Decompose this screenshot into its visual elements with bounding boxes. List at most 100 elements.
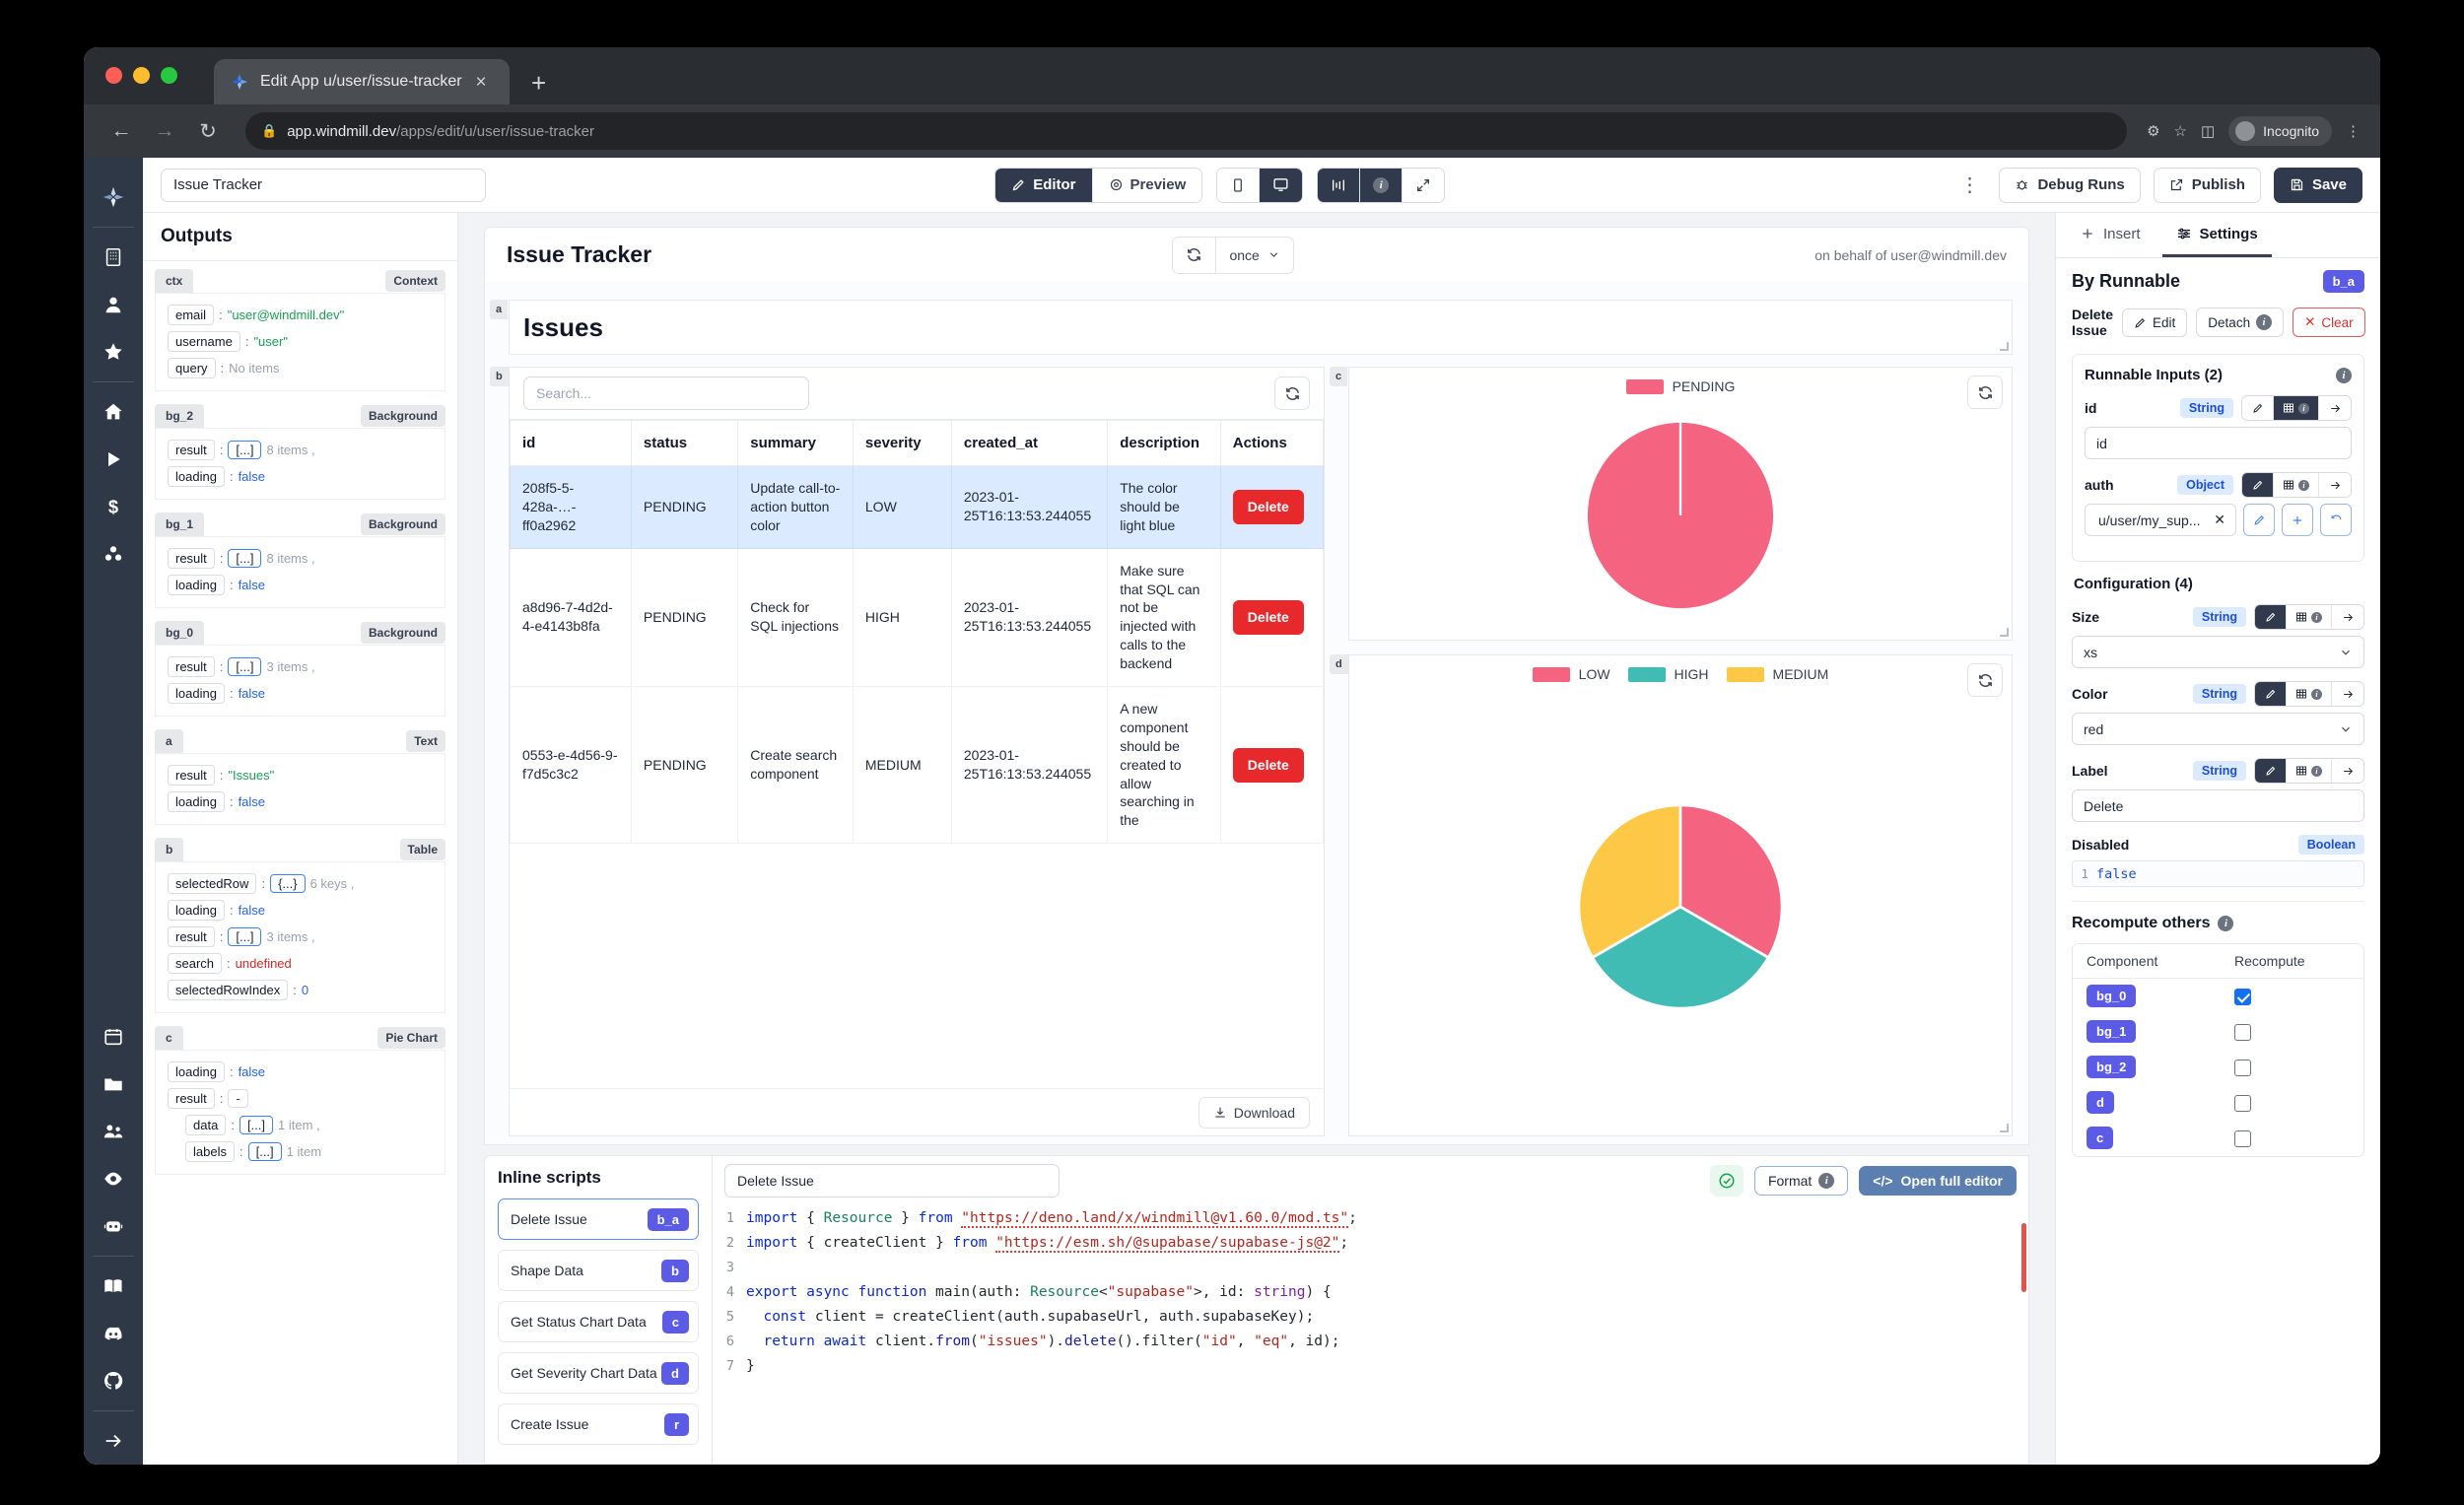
column-header-status[interactable]: status xyxy=(630,420,739,466)
component-id-tag[interactable]: b xyxy=(490,367,509,386)
mode-connect-button[interactable]: i xyxy=(2274,396,2319,420)
column-header-id[interactable]: id xyxy=(510,420,632,466)
browser-tab[interactable]: Edit App u/user/issue-tracker × xyxy=(214,59,510,104)
column-header-created-at[interactable]: created_at xyxy=(950,420,1109,466)
refresh-resource-button[interactable] xyxy=(2320,504,2352,536)
table-scroll[interactable]: id status summary severity created_at de… xyxy=(510,419,1324,1088)
mode-static-button[interactable] xyxy=(2242,473,2274,497)
recompute-checkbox[interactable] xyxy=(2234,1129,2251,1147)
column-header-severity[interactable]: severity xyxy=(852,420,952,466)
tab-editor[interactable]: Editor xyxy=(995,168,1093,202)
mode-connect-button[interactable]: i xyxy=(2287,759,2332,783)
expand-chip[interactable]: [...] xyxy=(228,927,262,946)
workspace-icon[interactable] xyxy=(84,234,143,281)
forward-icon[interactable]: → xyxy=(154,119,175,142)
reload-icon[interactable]: ↻ xyxy=(199,119,217,143)
search-input[interactable]: Search... xyxy=(523,376,809,410)
component-status-pie-chart[interactable]: c PENDING xyxy=(1330,367,2013,641)
recompute-checkbox[interactable] xyxy=(2234,1094,2251,1112)
script-name-input[interactable]: Delete Issue xyxy=(724,1164,1060,1197)
refresh-all-button[interactable] xyxy=(1173,237,1217,273)
windmill-logo-icon[interactable] xyxy=(84,173,143,221)
settings-body[interactable]: By Runnable b_a Delete Issue Edit xyxy=(2056,258,2380,1465)
resources-icon[interactable] xyxy=(84,530,143,578)
mode-static-button[interactable] xyxy=(2255,759,2287,783)
mode-connect-button[interactable]: i xyxy=(2274,473,2319,497)
config-value-label[interactable]: Delete xyxy=(2072,789,2364,822)
detach-runnable-button[interactable]: Detach i xyxy=(2196,308,2285,337)
script-item-get-severity-chart-data[interactable]: Get Severity Chart Data d xyxy=(498,1352,699,1394)
column-header-summary[interactable]: summary xyxy=(737,420,854,466)
delete-row-button[interactable]: Delete xyxy=(1232,489,1304,524)
script-item-create-issue[interactable]: Create Issue r xyxy=(498,1403,699,1445)
add-resource-button[interactable] xyxy=(2282,504,2313,536)
user-icon[interactable] xyxy=(84,281,143,328)
download-button[interactable]: Download xyxy=(1198,1096,1310,1129)
debug-runs-button[interactable]: Debug Runs xyxy=(1999,167,2141,203)
column-header-actions[interactable]: Actions xyxy=(1219,420,1324,466)
mode-goto-button[interactable] xyxy=(2332,605,2363,629)
runs-play-icon[interactable] xyxy=(84,436,143,483)
config-value-disabled[interactable]: 1 false xyxy=(2072,860,2364,887)
mode-connect-button[interactable]: i xyxy=(2287,605,2332,629)
expand-chip[interactable]: [...] xyxy=(239,1116,273,1134)
table-row[interactable]: 208f5-5-428a-…-ff0a2962 PENDING Update c… xyxy=(510,465,1324,549)
address-bar[interactable]: 🔒 app.windmill.dev/apps/edit/u/user/issu… xyxy=(245,112,2128,150)
edit-runnable-button[interactable]: Edit xyxy=(2122,308,2188,337)
component-id-tag[interactable]: a xyxy=(490,300,509,319)
format-button[interactable]: Format i xyxy=(1753,1166,1849,1196)
mode-static-button[interactable] xyxy=(2242,396,2274,420)
delete-row-button[interactable]: Delete xyxy=(1232,747,1304,783)
audit-eye-icon[interactable] xyxy=(84,1155,143,1202)
more-options-icon[interactable]: ⋮ xyxy=(1959,174,1981,196)
resize-handle[interactable] xyxy=(2000,628,2009,637)
side-panel-icon[interactable]: ◫ xyxy=(2200,123,2216,140)
home-icon[interactable] xyxy=(84,388,143,436)
chart-refresh-button[interactable] xyxy=(1967,663,2003,697)
tab-preview[interactable]: Preview xyxy=(1092,168,1202,202)
tab-settings[interactable]: Settings xyxy=(2161,213,2272,257)
mode-goto-button[interactable] xyxy=(2332,759,2363,783)
close-window-button[interactable] xyxy=(105,67,122,84)
groups-icon[interactable] xyxy=(84,1108,143,1155)
output-group-id[interactable]: a xyxy=(155,729,183,753)
discord-icon[interactable] xyxy=(84,1310,143,1357)
script-item-get-status-chart-data[interactable]: Get Status Chart Data c xyxy=(498,1301,699,1342)
viewport-desktop-button[interactable] xyxy=(1260,168,1303,202)
schedules-calendar-icon[interactable] xyxy=(84,1013,143,1060)
chart-refresh-button[interactable] xyxy=(1967,376,2003,409)
code-area[interactable]: 1 import { Resource } from "https://deno.… xyxy=(713,1205,2028,1464)
table-refresh-button[interactable] xyxy=(1274,376,1310,410)
expand-chip[interactable]: [...] xyxy=(247,1142,282,1161)
component-table[interactable]: b Search... xyxy=(490,367,1325,1136)
refresh-mode-select[interactable]: once xyxy=(1216,238,1292,273)
toggle-outputs-button[interactable] xyxy=(1318,168,1361,202)
config-value-color[interactable]: red xyxy=(2072,713,2364,745)
tab-insert[interactable]: Insert xyxy=(2066,213,2155,257)
input-value-auth[interactable]: u/user/my_sup... ✕ xyxy=(2085,504,2236,536)
mode-static-button[interactable] xyxy=(2255,605,2287,629)
legend-item[interactable]: LOW xyxy=(1532,666,1610,682)
save-button[interactable]: Save xyxy=(2273,167,2362,203)
clear-resource-icon[interactable]: ✕ xyxy=(2214,512,2225,527)
recompute-checkbox[interactable] xyxy=(2234,988,2251,1005)
docs-book-icon[interactable] xyxy=(84,1263,143,1310)
recompute-row[interactable]: c xyxy=(2073,1121,2363,1156)
recompute-row[interactable]: bg_2 xyxy=(2073,1050,2363,1085)
fullscreen-button[interactable] xyxy=(1403,168,1445,202)
delete-row-button[interactable]: Delete xyxy=(1232,599,1304,635)
config-value-size[interactable]: xs xyxy=(2072,636,2364,668)
recompute-row[interactable]: d xyxy=(2073,1085,2363,1121)
mode-static-button[interactable] xyxy=(2255,682,2287,706)
mode-connect-button[interactable]: i xyxy=(2287,682,2332,706)
output-group-id[interactable]: c xyxy=(155,1026,183,1050)
clear-runnable-button[interactable]: ✕ Clear xyxy=(2293,308,2365,337)
table-row[interactable]: 0553-e-4d56-9-f7d5c3c2 PENDING Create se… xyxy=(510,686,1324,845)
script-item-shape-data[interactable]: Shape Data b xyxy=(498,1250,699,1291)
billing-dollar-icon[interactable]: $ xyxy=(84,483,143,530)
mode-goto-button[interactable] xyxy=(2332,682,2363,706)
output-group-id[interactable]: b xyxy=(155,838,184,861)
recompute-checkbox[interactable] xyxy=(2234,1059,2251,1076)
resize-handle[interactable] xyxy=(2000,1124,2009,1132)
bookmark-star-icon[interactable]: ☆ xyxy=(2173,123,2187,140)
